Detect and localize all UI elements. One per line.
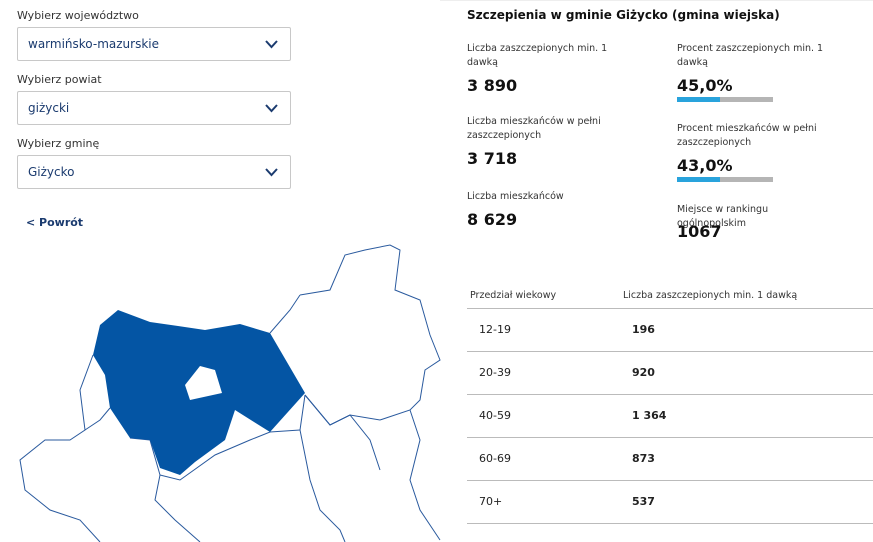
progress-track bbox=[677, 177, 773, 182]
stat-value: 1067 bbox=[677, 222, 722, 241]
table-rule bbox=[467, 394, 873, 395]
vaccinated-count: 1 364 bbox=[632, 409, 667, 422]
stat-value: 3 718 bbox=[467, 149, 518, 168]
select-label: Wybierz powiat bbox=[17, 73, 102, 86]
progress-fill bbox=[677, 97, 720, 102]
progress-fill bbox=[677, 177, 720, 182]
chevron bbox=[265, 168, 278, 177]
select-box[interactable]: warmińsko-mazurskie bbox=[17, 27, 291, 61]
select-label: Wybierz gminę bbox=[17, 137, 100, 150]
panel-title: Szczepienia w gminie Giżycko (gmina wiej… bbox=[467, 8, 780, 22]
stat-label: Liczba mieszkańców w pełni zaszczepionyc… bbox=[467, 116, 601, 141]
age-range: 60-69 bbox=[479, 452, 511, 465]
table-rule bbox=[467, 308, 873, 309]
map bbox=[19, 244, 441, 542]
table-rule bbox=[467, 351, 873, 352]
table-header: Przedział wiekowy bbox=[470, 290, 557, 301]
stat-value: 3 890 bbox=[467, 76, 518, 95]
stat-label: Procent zaszczepionych min. 1 dawką bbox=[677, 43, 824, 68]
table-rule bbox=[467, 480, 873, 481]
chevron bbox=[265, 104, 278, 113]
select-box[interactable]: giżycki bbox=[17, 91, 291, 125]
top-border bbox=[440, 0, 873, 1]
vaccinated-count: 196 bbox=[632, 323, 655, 336]
table-header: Liczba zaszczepionych min. 1 dawką bbox=[623, 290, 798, 301]
back-link[interactable]: < Powrót bbox=[26, 216, 84, 229]
progress-track bbox=[677, 97, 773, 102]
vaccinated-count: 920 bbox=[632, 366, 655, 379]
stat-label: Liczba zaszczepionych min. 1 dawką bbox=[467, 43, 608, 68]
stat-label: Liczba mieszkańców bbox=[467, 191, 564, 202]
stat-label: Procent mieszkańców w pełni zaszczepiony… bbox=[677, 123, 817, 148]
stat-value: 43,0% bbox=[677, 156, 733, 175]
age-range: 70+ bbox=[479, 495, 503, 508]
select-box[interactable]: Giżycko bbox=[17, 155, 291, 189]
select-label: Wybierz województwo bbox=[17, 9, 139, 22]
age-range: 20-39 bbox=[479, 366, 511, 379]
chevron bbox=[265, 40, 278, 49]
table-rule bbox=[467, 523, 873, 524]
age-range: 40-59 bbox=[479, 409, 511, 422]
table-rule bbox=[467, 437, 873, 438]
vaccinated-count: 873 bbox=[632, 452, 655, 465]
stat-value: 45,0% bbox=[677, 76, 733, 95]
stat-value: 8 629 bbox=[467, 210, 518, 229]
vaccinated-count: 537 bbox=[632, 495, 655, 508]
stat-label: Miejsce w rankingu ogólnopolskim bbox=[677, 204, 769, 229]
age-range: 12-19 bbox=[479, 323, 511, 336]
